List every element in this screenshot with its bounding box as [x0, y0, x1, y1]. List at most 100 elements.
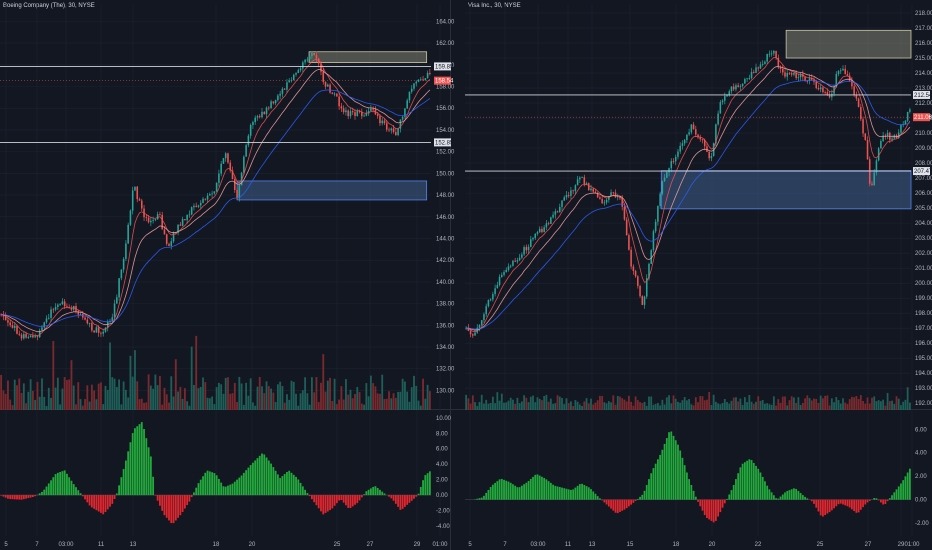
right-level-tag-text: 207.47	[914, 169, 932, 175]
left-moving-averages	[1, 59, 431, 337]
left-volume-bar	[143, 402, 145, 410]
left-volume-bar	[27, 391, 30, 410]
right-supply-zone	[785, 29, 912, 59]
right-volume-bar	[815, 398, 818, 410]
left-candle-body	[426, 72, 429, 79]
left-candle-body	[233, 179, 236, 190]
right-candle-body	[875, 160, 878, 173]
left-candle-body	[79, 314, 82, 315]
left-volume-bar	[16, 385, 18, 410]
right-volume-bar	[817, 402, 820, 410]
left-volume-bar	[356, 386, 359, 410]
right-volume-bar	[748, 395, 751, 410]
left-candle-body	[29, 335, 32, 338]
right-candle-body	[781, 68, 784, 73]
left-volume-bar	[274, 402, 277, 410]
right-candle-body	[521, 254, 523, 258]
right-candle-body	[663, 177, 666, 182]
left-candle-body	[70, 308, 73, 310]
right-volume-bar	[467, 398, 470, 410]
right-candle-body	[884, 135, 887, 137]
left-candle-body	[329, 84, 331, 93]
left-volume-bar	[204, 382, 207, 410]
right-candle-body	[824, 92, 826, 93]
right-volume-bar	[819, 395, 822, 410]
right-candle-body	[759, 64, 762, 69]
left-volume-bar	[354, 394, 356, 410]
right-volume-bar	[743, 397, 746, 410]
left-volume-bar	[7, 380, 9, 410]
right-x-tick-label: 5	[468, 542, 472, 548]
left-candle-body	[419, 79, 422, 81]
left-candle-body	[9, 322, 12, 326]
right-candle-body	[846, 74, 849, 76]
right-candle-body	[625, 219, 628, 236]
right-candle-body	[639, 285, 641, 297]
left-candle-body	[125, 243, 127, 259]
right-candle-body	[703, 140, 706, 147]
left-last-price-tag-text: 158.54	[435, 79, 454, 85]
left-hist-tick-label: 0.00	[436, 493, 448, 499]
left-candle-body	[102, 331, 105, 334]
left-y-tick-label: 136.00	[436, 323, 455, 329]
right-volume-bar	[565, 398, 568, 410]
right-candle-body	[659, 193, 661, 206]
right-volume-bar	[730, 400, 733, 410]
left-volume-bar	[38, 396, 41, 410]
right-candle-body	[503, 272, 505, 275]
left-y-tick-label: 162.00	[436, 41, 455, 47]
right-candle-body	[855, 94, 858, 99]
left-candle-body	[127, 224, 129, 244]
left-volume-bar	[331, 401, 334, 410]
right-volume-bar	[590, 398, 592, 410]
left-level-tag-text: 152.85	[435, 140, 454, 146]
left-candle-body	[179, 224, 182, 226]
right-y-tick-label: 197.00	[915, 326, 932, 332]
left-volume-bar	[149, 385, 152, 410]
left-candle-body	[184, 219, 186, 221]
right-candle-body	[848, 75, 851, 81]
right-candle-body	[681, 143, 684, 146]
left-volume-bar	[206, 397, 209, 410]
left-volume-bar	[36, 381, 39, 410]
left-volume-bar	[261, 386, 263, 410]
right-volume-bar	[761, 399, 764, 410]
right-candle-body	[802, 74, 804, 77]
left-volume-bar	[199, 386, 202, 410]
right-candle-body	[541, 228, 543, 233]
right-x-tick-label: 25	[817, 542, 824, 548]
left-volume-bar	[61, 388, 64, 410]
right-volume-bar	[641, 403, 644, 410]
left-x-tick-label: 29	[414, 542, 421, 548]
right-volume-bar	[677, 401, 679, 410]
left-candle-body	[147, 217, 150, 223]
right-volume-bar	[888, 401, 891, 410]
right-candle-body	[574, 185, 577, 192]
right-candle-body	[570, 190, 572, 196]
left-volume-bar	[288, 399, 291, 410]
left-volume-bar	[340, 386, 343, 410]
right-volume-bar	[605, 403, 608, 410]
right-candle-body	[732, 86, 735, 90]
right-volume-bar	[902, 401, 905, 410]
right-candle-body	[648, 263, 650, 279]
right-candle-body	[650, 250, 652, 264]
right-volume-bar	[877, 400, 880, 410]
left-candle-body	[23, 334, 25, 339]
left-volume-bar	[342, 399, 345, 410]
right-volume-bar	[806, 395, 809, 410]
left-volume-bar	[170, 376, 173, 410]
right-volume-bar	[556, 395, 559, 410]
right-volume-bar	[853, 397, 856, 410]
left-volume-bar	[129, 355, 132, 410]
left-ema-line-1	[1, 68, 431, 333]
left-volume-bar	[304, 377, 307, 410]
right-ema-line-0	[465, 56, 911, 333]
left-volume-bar	[258, 377, 261, 410]
left-volume-bar	[347, 394, 350, 410]
left-volume-bar	[0, 374, 3, 410]
left-volume-bar	[270, 388, 272, 410]
right-candle-body	[777, 57, 780, 68]
left-volume-bar	[147, 374, 150, 410]
left-volume-bar	[109, 342, 111, 410]
